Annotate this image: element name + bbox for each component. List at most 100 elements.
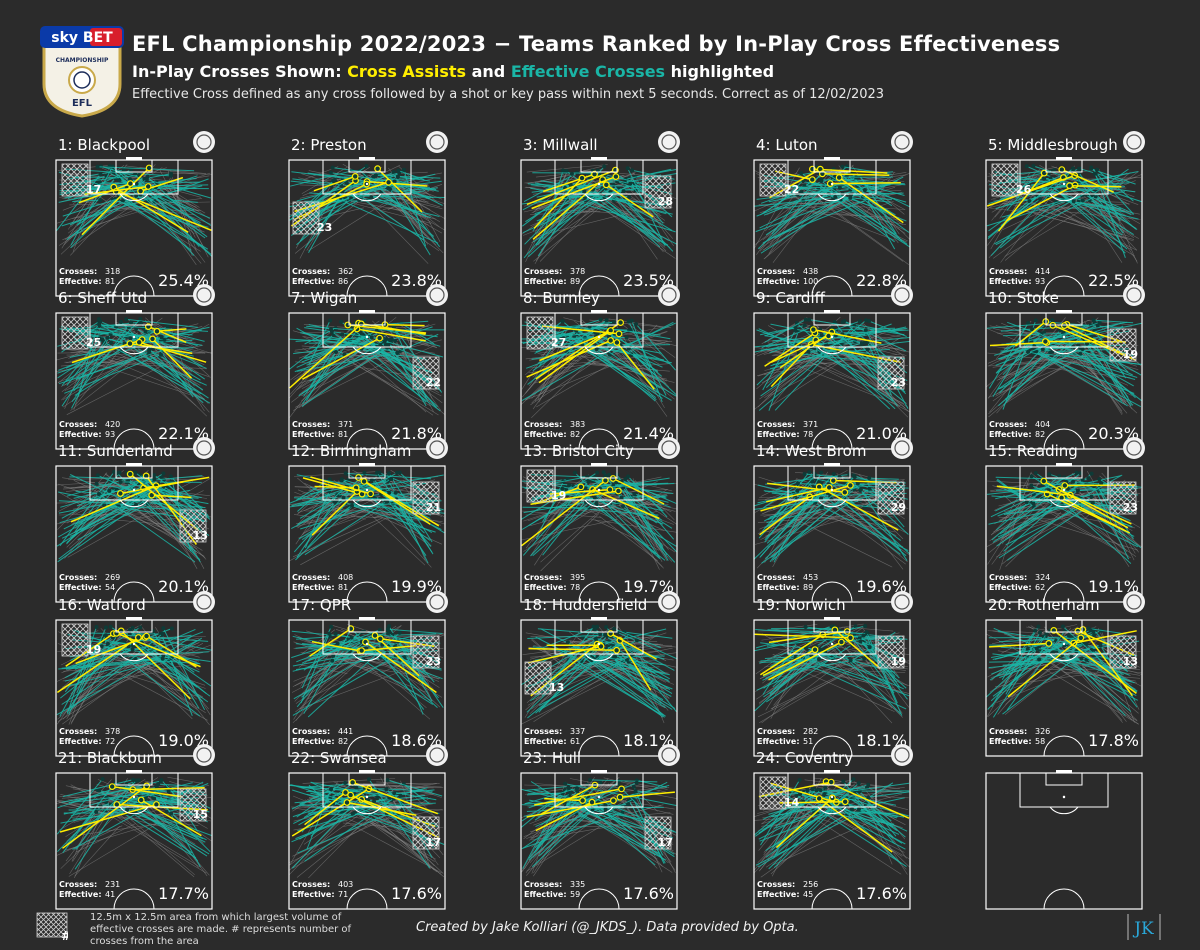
team-7-effective-cross	[309, 334, 343, 387]
team-10-effective-cross	[1082, 337, 1125, 374]
team-18-effective-end	[612, 626, 617, 631]
team-12-effective-cross	[351, 504, 430, 522]
team-9-title: 9: Cardiff	[756, 289, 826, 307]
team-17-effective-end	[330, 658, 335, 663]
team-14-goal	[824, 463, 840, 466]
team-11-effective-cross	[57, 491, 118, 505]
team-7-assist-cross	[289, 323, 362, 389]
team-23-effective-cross	[590, 779, 658, 783]
team-12-other-cross	[295, 511, 352, 527]
team-2-effective-cross	[356, 191, 431, 219]
team-2-other-cross	[342, 163, 440, 222]
team-13-effective-end	[614, 480, 619, 485]
team-14-assist-cross	[759, 496, 811, 536]
team-7-effective-end	[340, 332, 345, 337]
team-2-assist-cross	[366, 180, 428, 187]
team-6-effective-cross	[126, 318, 198, 328]
brand-bottom-text: CHAMPIONSHIP	[56, 57, 109, 64]
team-3-assist-cross	[531, 175, 617, 210]
team-5-penalty-arc	[1049, 193, 1079, 202]
team-14-title: 14: West Brom	[756, 442, 866, 460]
team-15-title: 15: Reading	[988, 442, 1078, 460]
team-10-effective-cross	[1079, 347, 1123, 402]
team-15-other-cross	[990, 476, 1045, 536]
team-22-effective-end	[384, 787, 389, 792]
team-19-effective-cross	[851, 636, 895, 694]
team-20-effective-end	[1092, 633, 1097, 638]
team-6-effective-end	[119, 320, 123, 324]
team-21-effective-cross	[62, 807, 97, 854]
team-19-assist-end	[837, 638, 845, 646]
team-8-centre-circle	[578, 428, 620, 450]
team-11-assist-cross	[70, 485, 157, 523]
team-19-effective-end	[864, 630, 869, 635]
team-6-effective-cross	[148, 354, 204, 404]
team-12-penalty-spot	[365, 488, 369, 492]
team-6-effective-end	[100, 337, 105, 342]
team-4-effective-end	[837, 185, 842, 190]
team-4-effective-value: 100	[803, 277, 818, 286]
team-20-effective-cross	[1088, 628, 1127, 635]
team-7-effective-cross	[301, 348, 362, 395]
team-22-other-cross	[392, 826, 444, 874]
team-13-top-zone	[526, 469, 554, 503]
team-22-effective-end	[375, 795, 380, 800]
team-9-effective-end	[802, 323, 807, 328]
team-24-effective-end	[823, 785, 828, 790]
team-18-other-cross	[521, 668, 631, 725]
team-17-other-cross	[306, 656, 390, 664]
team-4-effective-end	[833, 195, 838, 199]
team-3-effective-end	[564, 169, 569, 174]
team-17-effective-end	[331, 654, 336, 658]
team-15-effective-end	[1071, 479, 1075, 484]
team-20-penalty-arc	[1049, 653, 1079, 662]
team-15-assist-cross	[1058, 488, 1132, 525]
team-17-other-cross	[304, 649, 402, 669]
team-21-penalty-arc	[119, 806, 149, 815]
team-22-assist-cross	[304, 791, 346, 826]
team-4-crosses-value: 438	[803, 267, 818, 276]
team-10-effective-end	[1091, 318, 1096, 323]
team-12-effective-end	[339, 477, 344, 482]
team-1-assist-end	[137, 187, 144, 195]
team-3-effective-end	[625, 166, 630, 171]
team-20-percentage: 17.8%	[1088, 731, 1139, 750]
team-3-effective-end	[569, 171, 574, 176]
team-23-assist-cross	[541, 784, 596, 815]
team-14-assist-end	[829, 477, 837, 484]
team-3-effective-cross	[625, 168, 672, 180]
team-23-assist-end	[579, 797, 586, 804]
team-1-effective-end	[134, 193, 139, 198]
team-13-effective-end	[619, 495, 624, 500]
team-21-assist-cross	[140, 799, 202, 837]
team-3-other-cross	[533, 208, 610, 213]
team-2-other-cross	[350, 186, 443, 210]
team-23-crosses-value: 335	[570, 880, 585, 889]
team-22-effective-end	[372, 799, 376, 804]
team-2-other-cross	[301, 166, 348, 195]
team-18-effective-end	[579, 659, 584, 663]
team-9-other-cross	[757, 353, 812, 408]
team-18-effective-end	[604, 625, 609, 630]
team-18-other-cross	[533, 659, 630, 723]
team-8-effective-cross	[596, 348, 677, 397]
team-9-other-cross	[763, 363, 820, 375]
team-7-other-cross	[298, 342, 392, 409]
team-18-effective-label: Effective:	[524, 737, 567, 746]
team-2-top-zone	[292, 201, 320, 235]
team-18-penalty-arc	[584, 653, 614, 662]
team-8-crosses-value: 383	[570, 420, 585, 429]
team-2-effective-end	[392, 179, 397, 184]
team-3-crosses-value: 378	[570, 267, 585, 276]
team-21-other-cross	[102, 811, 207, 874]
team-10-effective-end	[1097, 320, 1102, 325]
team-19-goal	[824, 617, 840, 620]
team-16-zone-count: 19	[86, 643, 101, 656]
team-19-other-cross	[850, 632, 910, 708]
team-23-effective-end	[634, 780, 639, 785]
team-15-crosses-value: 324	[1035, 573, 1050, 582]
team-23-goal	[591, 770, 607, 773]
team-18-effective-cross	[537, 628, 608, 635]
team-23-effective-cross	[635, 790, 661, 794]
